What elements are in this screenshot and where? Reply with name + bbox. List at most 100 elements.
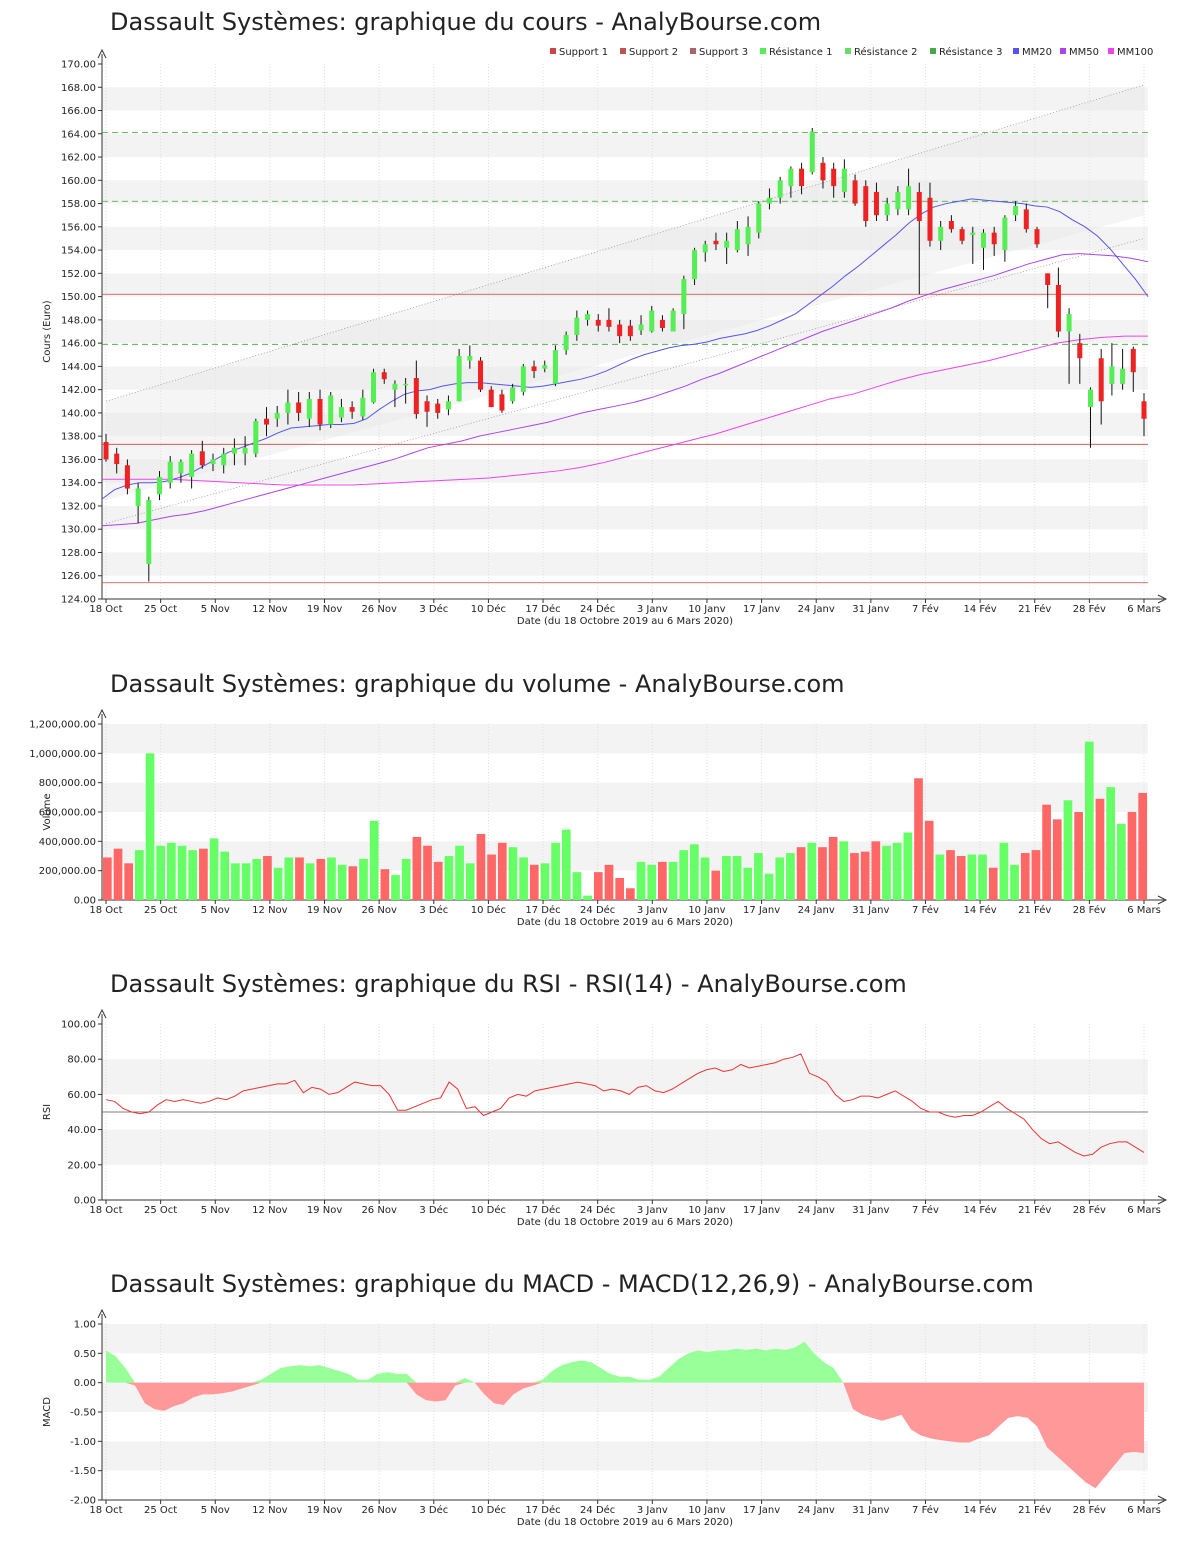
x-tick-label: 5 Nov (201, 1205, 230, 1216)
candle-body (563, 334, 569, 351)
grid-band (102, 319, 1148, 344)
y-tick-label: 128.00 (61, 548, 96, 559)
grid-band (102, 505, 1148, 530)
grid-band (102, 1324, 1148, 1354)
x-tick-label: 18 Oct (89, 905, 122, 916)
y-tick-label: 132.00 (61, 501, 96, 512)
candle-body (970, 232, 976, 235)
rsi-chart-title: Dassault Systèmes: graphique du RSI - RS… (110, 970, 907, 998)
candle-body (360, 397, 366, 417)
candle-body (328, 395, 334, 425)
y-tick-label: -0.50 (70, 1408, 96, 1419)
y-tick-label: 170.00 (61, 60, 96, 71)
y-tick-label: 140.00 (61, 408, 96, 419)
candle-body (713, 240, 719, 245)
candle-body (659, 319, 665, 329)
volume-bar (529, 864, 539, 900)
grid-band (102, 1129, 1148, 1165)
x-tick-label: 3 Déc (419, 1504, 448, 1516)
x-tick-label: 18 Oct (89, 1205, 122, 1216)
volume-bar (508, 847, 518, 900)
y-tick-label: 158.00 (61, 199, 96, 210)
volume-bar (722, 856, 731, 900)
candle-body (681, 279, 687, 315)
volume-bar (658, 861, 667, 900)
price-chart: 124.00 126.00 128.00 130.00 132.00 134.00 136.… (42, 46, 1168, 627)
volume-bar (743, 867, 753, 900)
candle-body (114, 453, 120, 465)
volume-bar (818, 847, 827, 900)
candle-body (231, 447, 237, 454)
candle-body (520, 366, 526, 392)
x-tick-label: 21 Fév (1018, 1204, 1051, 1216)
candle-body (135, 488, 141, 506)
x-tick-label: 18 Oct (89, 604, 122, 615)
volume-bar (924, 820, 934, 900)
volume-bar (1020, 853, 1030, 900)
volume-bar (850, 853, 859, 900)
x-tick-label: 3 Déc (419, 904, 448, 916)
x-tick-label: 10 Déc (471, 1504, 506, 1516)
candle-body (724, 240, 730, 248)
y-tick-label: -2.00 (70, 1496, 96, 1507)
volume-bar (583, 895, 592, 900)
candle-body (242, 447, 248, 454)
x-tick-label: 14 Fév (964, 1204, 997, 1216)
grid-band (102, 1441, 1148, 1471)
volume-bar (444, 856, 454, 900)
candle-body (157, 476, 163, 495)
volume-bar (1127, 812, 1137, 900)
candle-body (831, 168, 837, 187)
candle-body (884, 203, 890, 216)
x-tick-label: 5 Nov (201, 604, 230, 615)
volume-bar (604, 864, 614, 900)
candle-body (1023, 209, 1029, 230)
candle-body (627, 325, 633, 337)
volume-bar (231, 863, 240, 900)
x-tick-label: 25 Oct (144, 1205, 177, 1216)
x-tick-label: 31 Janv (852, 905, 889, 916)
x-tick-label: 12 Nov (252, 1505, 288, 1516)
candle-body (349, 407, 355, 412)
x-axis-label: Date (du 18 Octobre 2019 au 6 Mars 2020) (517, 1217, 733, 1228)
volume-bar (551, 842, 560, 900)
volume-bar (433, 861, 443, 900)
x-tick-label: 12 Nov (252, 1205, 288, 1216)
x-tick-label: 19 Nov (307, 905, 343, 916)
candle-body (1109, 366, 1115, 384)
volume-bar (967, 854, 977, 900)
y-axis-arrow (97, 1008, 107, 1019)
volume-bar (220, 851, 230, 900)
x-tick-label: 26 Nov (361, 1205, 397, 1216)
macd-negative-area (106, 1382, 1144, 1489)
trend-channel (106, 84, 1144, 501)
mm50-line (101, 253, 1149, 527)
volume-bar (412, 836, 422, 900)
x-tick-label: 14 Fév (964, 603, 997, 615)
volume-bar (956, 856, 966, 900)
volume-bar (401, 858, 411, 900)
volume-bar (199, 848, 208, 900)
candle-body (1087, 389, 1093, 408)
legend-swatch (930, 48, 936, 54)
y-tick-label: 1.00 (74, 1320, 96, 1331)
candle-body (777, 180, 783, 198)
volume-bar (764, 873, 774, 900)
x-tick-label: 17 Janv (743, 604, 780, 615)
y-axis-label: RSI (42, 1104, 53, 1120)
y-tick-label: 148.00 (61, 315, 96, 326)
rsi-line (105, 1053, 1145, 1157)
candle-body (606, 319, 612, 327)
volume-bar (1031, 850, 1041, 900)
candle-body (392, 383, 398, 390)
candle-body (1055, 284, 1061, 332)
candle-body (1098, 358, 1104, 402)
candle-body (338, 407, 344, 418)
x-tick-label: 17 Déc (525, 603, 560, 615)
x-tick-label: 3 Janv (637, 604, 668, 615)
y-tick-label: 0.00 (74, 1378, 96, 1389)
candle-body (895, 191, 901, 210)
candle-body (938, 226, 944, 241)
candle-body (435, 403, 441, 413)
volume-bar (209, 838, 219, 900)
